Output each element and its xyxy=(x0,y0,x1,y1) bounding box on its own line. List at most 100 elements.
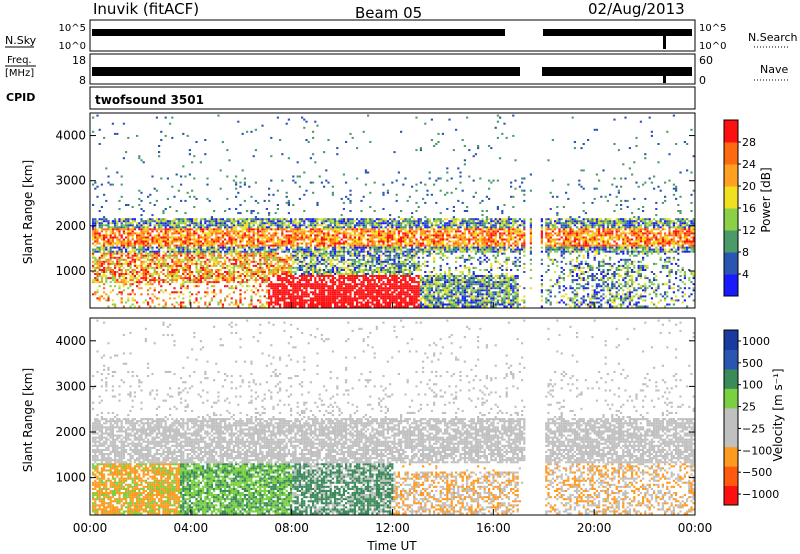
data-cell xyxy=(160,271,163,273)
data-cell xyxy=(92,232,95,235)
data-cell xyxy=(199,254,202,257)
data-cell xyxy=(94,240,97,243)
data-cell xyxy=(349,242,352,245)
data-cell xyxy=(131,222,134,225)
data-cell xyxy=(290,271,293,273)
data-cell xyxy=(186,264,189,267)
data-cell xyxy=(309,297,312,300)
data-cell xyxy=(395,226,398,229)
data-cell xyxy=(182,277,185,280)
data-cell xyxy=(340,301,343,304)
data-cell xyxy=(92,220,95,223)
data-cell xyxy=(188,230,191,233)
data-cell xyxy=(136,248,139,251)
data-cell xyxy=(138,189,141,192)
data-cell xyxy=(213,281,216,284)
data-cell xyxy=(153,252,156,255)
data-cell xyxy=(301,295,304,298)
data-cell xyxy=(307,264,310,267)
data-cell xyxy=(408,285,411,288)
data-cell xyxy=(318,175,321,178)
data-cell xyxy=(380,230,383,233)
data-cell xyxy=(389,289,392,292)
data-cell xyxy=(373,210,376,212)
data-cell xyxy=(296,281,299,284)
data-cell xyxy=(298,228,301,231)
data-cell xyxy=(217,279,220,282)
data-cell xyxy=(397,287,400,290)
data-cell xyxy=(94,266,97,269)
data-cell xyxy=(138,250,141,253)
data-cell xyxy=(393,264,396,267)
data-cell xyxy=(114,226,117,229)
data-cell xyxy=(378,277,381,280)
data-cell xyxy=(127,246,130,249)
data-cell xyxy=(424,303,427,306)
data-cell xyxy=(294,266,297,269)
data-cell xyxy=(367,271,370,273)
data-cell xyxy=(285,281,288,284)
data-cell xyxy=(197,256,200,259)
data-cell xyxy=(246,252,249,255)
data-cell xyxy=(298,295,301,298)
data-cell xyxy=(347,228,350,231)
data-cell xyxy=(248,269,251,271)
data-cell xyxy=(131,275,134,277)
data-cell xyxy=(316,301,319,304)
data-cell xyxy=(422,224,425,227)
data-cell xyxy=(147,252,150,255)
data-cell xyxy=(301,236,304,239)
data-cell xyxy=(393,281,396,284)
data-cell xyxy=(378,224,381,227)
data-cell xyxy=(136,271,139,273)
data-cell xyxy=(138,234,141,237)
data-cell xyxy=(94,226,97,229)
data-cell xyxy=(129,262,132,265)
data-cell xyxy=(342,289,345,292)
data-cell xyxy=(345,283,348,286)
data-cell xyxy=(149,258,152,261)
data-cell xyxy=(415,291,418,294)
data-cell xyxy=(239,264,242,267)
data-cell xyxy=(367,299,370,302)
data-cell xyxy=(378,218,381,221)
data-cell xyxy=(342,269,345,271)
data-cell xyxy=(268,232,271,235)
data-cell xyxy=(114,271,117,273)
data-cell xyxy=(237,264,240,267)
data-cell xyxy=(118,258,121,261)
data-cell xyxy=(351,273,354,275)
data-cell xyxy=(92,183,95,186)
data-cell xyxy=(327,181,330,184)
data-cell xyxy=(120,183,123,186)
data-cell xyxy=(331,301,334,304)
data-cell xyxy=(166,222,169,225)
data-cell xyxy=(301,303,304,306)
data-cell xyxy=(129,228,132,231)
data-cell xyxy=(294,297,297,300)
data-cell xyxy=(197,222,200,225)
data-cell xyxy=(98,260,101,263)
data-cell xyxy=(215,258,218,261)
data-cell xyxy=(235,260,238,263)
data-cell xyxy=(186,134,189,137)
data-cell xyxy=(197,252,200,255)
data-cell xyxy=(382,266,385,269)
data-cell xyxy=(358,269,361,271)
data-cell xyxy=(281,242,284,245)
data-cell xyxy=(175,277,178,280)
data-cell xyxy=(149,254,152,257)
data-cell xyxy=(325,218,328,221)
data-cell xyxy=(395,246,398,249)
data-cell xyxy=(287,220,290,223)
data-cell xyxy=(180,252,183,255)
data-cell xyxy=(246,254,249,257)
data-cell xyxy=(259,222,262,225)
data-cell xyxy=(323,301,326,304)
data-cell xyxy=(351,252,354,255)
data-cell xyxy=(254,271,257,273)
data-cell xyxy=(169,220,172,223)
data-cell xyxy=(193,195,196,198)
data-cell xyxy=(393,248,396,251)
data-cell xyxy=(419,226,422,229)
